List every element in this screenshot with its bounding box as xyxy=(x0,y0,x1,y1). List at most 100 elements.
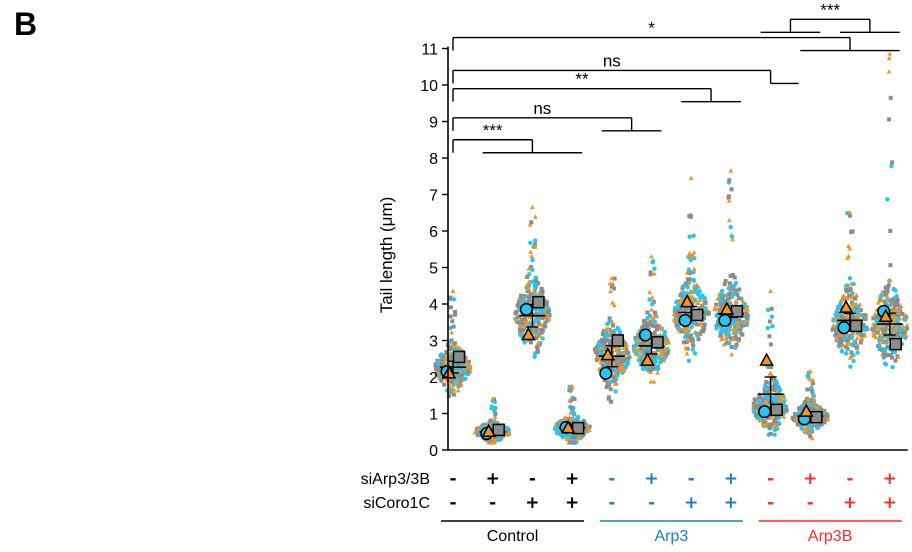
replicate-circle xyxy=(599,366,613,380)
data-point xyxy=(700,294,706,300)
data-point xyxy=(722,282,727,287)
data-point xyxy=(652,310,657,315)
data-point xyxy=(744,311,749,316)
data-point xyxy=(574,417,579,422)
data-point xyxy=(645,315,650,321)
data-point xyxy=(536,290,542,295)
data-point xyxy=(521,321,526,326)
data-point xyxy=(663,334,668,340)
data-point xyxy=(649,253,654,259)
data-point xyxy=(854,335,860,340)
data-point xyxy=(515,303,520,308)
data-point xyxy=(769,422,774,427)
data-point xyxy=(655,327,660,332)
replicate-square xyxy=(810,410,823,424)
data-point xyxy=(572,397,577,402)
data-point xyxy=(604,385,609,390)
data-point xyxy=(459,382,464,387)
data-point xyxy=(631,346,637,351)
data-point xyxy=(728,224,733,230)
data-point xyxy=(896,314,901,319)
data-point xyxy=(700,304,705,309)
data-point xyxy=(615,367,620,372)
data-point xyxy=(807,368,813,374)
data-point xyxy=(772,388,777,393)
data-point xyxy=(714,302,719,307)
replicate-circle xyxy=(519,302,533,317)
data-point xyxy=(513,311,518,316)
data-point xyxy=(537,333,543,339)
data-point xyxy=(658,325,664,330)
data-point xyxy=(793,412,798,417)
data-point xyxy=(665,350,670,355)
data-point xyxy=(609,319,615,324)
data-point xyxy=(885,289,890,294)
data-point xyxy=(595,345,600,350)
data-point xyxy=(652,351,657,356)
data-point xyxy=(476,425,481,431)
data-point xyxy=(624,348,629,353)
data-point xyxy=(546,314,552,320)
data-point xyxy=(886,283,891,288)
data-point xyxy=(681,291,687,296)
data-point xyxy=(543,302,548,307)
significance-label: *** xyxy=(820,0,840,19)
data-point xyxy=(683,281,688,286)
data-point xyxy=(772,432,777,437)
data-point xyxy=(890,364,895,370)
data-point xyxy=(614,362,619,367)
data-point xyxy=(854,341,860,347)
data-point xyxy=(592,347,597,352)
data-point xyxy=(810,407,815,412)
data-point xyxy=(848,281,854,286)
data-point xyxy=(885,294,890,300)
data-point xyxy=(645,325,650,330)
replicate-triangle xyxy=(441,365,457,379)
data-point xyxy=(852,343,857,348)
data-point xyxy=(528,249,534,254)
data-point xyxy=(519,317,524,322)
data-point xyxy=(605,321,610,327)
data-point xyxy=(878,298,883,303)
data-point xyxy=(530,257,535,263)
data-point xyxy=(815,425,821,431)
data-point xyxy=(624,362,629,368)
data-point xyxy=(731,336,736,342)
data-point xyxy=(692,351,698,356)
data-point xyxy=(612,374,617,379)
data-point xyxy=(448,389,453,394)
data-point xyxy=(619,361,624,366)
data-point xyxy=(447,358,452,363)
data-point xyxy=(466,359,471,364)
data-point xyxy=(606,395,611,400)
data-point xyxy=(494,434,499,439)
condition-sign: + xyxy=(525,493,539,513)
data-point xyxy=(879,290,885,295)
data-point xyxy=(526,279,532,285)
data-point xyxy=(609,284,614,289)
data-point xyxy=(645,310,650,315)
data-point xyxy=(649,302,655,307)
data-point xyxy=(587,427,592,432)
condition-sign: + xyxy=(684,493,698,513)
data-point xyxy=(894,330,899,335)
data-point xyxy=(529,327,534,332)
data-point xyxy=(439,352,444,357)
data-point xyxy=(452,341,457,346)
data-point xyxy=(848,286,853,291)
replicate-circle xyxy=(678,313,692,327)
data-point xyxy=(898,328,903,333)
data-point xyxy=(721,342,727,347)
data-point xyxy=(617,329,622,334)
data-point xyxy=(559,432,565,437)
data-point xyxy=(727,281,732,286)
data-point xyxy=(844,345,849,350)
data-point xyxy=(767,319,772,324)
data-point xyxy=(646,321,651,326)
replicate-triangle xyxy=(759,352,774,366)
data-point xyxy=(701,325,706,330)
data-point xyxy=(619,366,625,371)
data-point xyxy=(889,298,894,303)
data-point xyxy=(846,243,851,249)
data-point xyxy=(528,340,533,345)
